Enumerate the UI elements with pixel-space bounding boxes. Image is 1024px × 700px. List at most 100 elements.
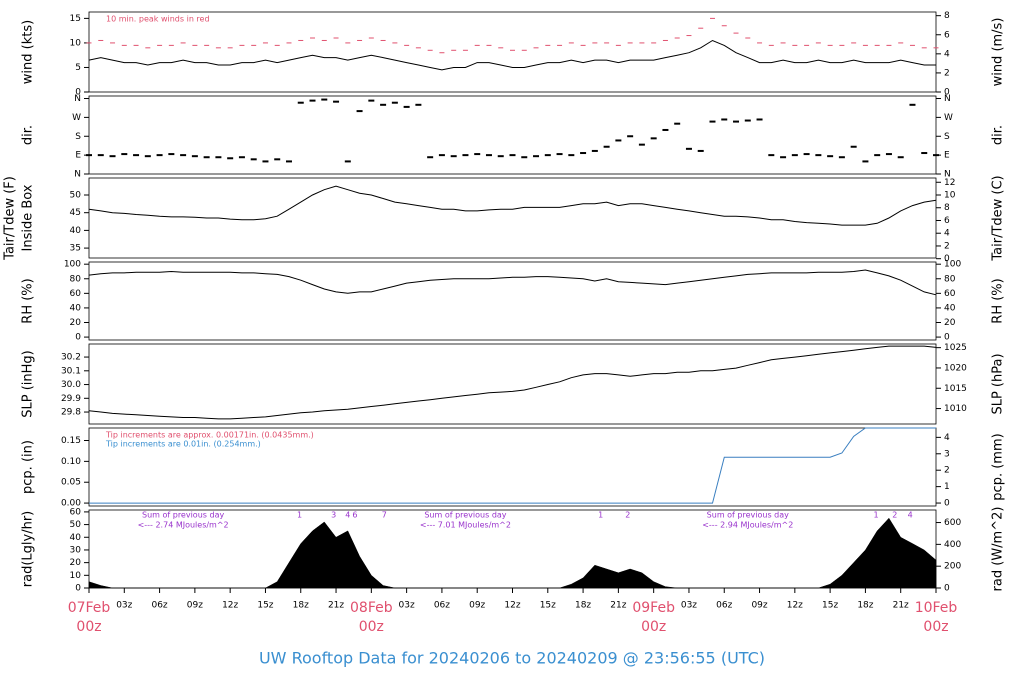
y2-tick-label: 2 xyxy=(944,466,950,476)
y-tick-label: 0.00 xyxy=(61,499,81,509)
y2-tick-label: N xyxy=(944,170,951,180)
hour-mark: 4 xyxy=(345,511,350,520)
annotation: Tip increments are 0.01in. (0.254mm.) xyxy=(105,440,261,449)
y2-axis-label: dir. xyxy=(991,125,1006,145)
y2-tick-label: 6 xyxy=(944,30,950,40)
y-tick-label: N xyxy=(74,170,81,180)
y-tick-label: 45 xyxy=(70,208,81,218)
y-tick-label: 29.9 xyxy=(61,394,81,404)
line-series xyxy=(88,185,937,226)
y-axis-label: pcp. (in) xyxy=(21,440,36,494)
y2-axis-label: wind (m/s) xyxy=(991,18,1006,87)
y2-axis-label: RH (%) xyxy=(991,278,1006,323)
y-tick-label: 30 xyxy=(70,545,82,555)
y-tick-label: S xyxy=(75,132,81,142)
date-label: 08Feb xyxy=(350,600,393,616)
x-tick-label: 06z xyxy=(151,601,167,611)
x-tick-label: 00z xyxy=(76,619,101,635)
x-tick-label: 21z xyxy=(893,601,909,611)
hour-mark: 2 xyxy=(892,511,897,520)
y-axis-label: rad(Lgly/hr) xyxy=(21,511,36,587)
y2-axis-label: SLP (hPa) xyxy=(991,353,1006,414)
y-tick-label: 0.05 xyxy=(61,478,81,488)
y-tick-label: 0 xyxy=(75,584,81,594)
x-tick-label: 18z xyxy=(293,601,309,611)
y2-tick-label: W xyxy=(944,113,953,123)
hour-mark: 4 xyxy=(908,511,913,520)
annotation: Tip increments are approx. 0.00171in. (0… xyxy=(105,431,314,440)
y-tick-label: 30.0 xyxy=(61,380,81,390)
y2-tick-label: S xyxy=(944,132,950,142)
y-tick-label: 35 xyxy=(70,244,81,254)
y-tick-label: 10 xyxy=(70,571,82,581)
y-tick-label: 0 xyxy=(75,88,81,98)
y-tick-label: 100 xyxy=(64,260,81,270)
annotation: 10 min. peak winds in red xyxy=(106,15,210,24)
y2-tick-label: 1 xyxy=(944,482,950,492)
y2-tick-label: 1010 xyxy=(944,404,967,414)
y-tick-label: 20 xyxy=(70,558,82,568)
y2-tick-label: 12 xyxy=(944,178,955,188)
x-tick-label: 03z xyxy=(116,601,132,611)
day-sum-label: Sum of previous day xyxy=(424,511,506,520)
y2-tick-label: 2 xyxy=(944,68,950,78)
y2-tick-label: 200 xyxy=(944,562,961,572)
x-tick-label: 06z xyxy=(434,601,450,611)
panel-frame xyxy=(88,427,937,507)
line-series xyxy=(88,345,937,420)
y-axis-label: Inside Box xyxy=(21,184,36,251)
hour-mark: 1 xyxy=(598,511,603,520)
panel-frame xyxy=(88,95,937,175)
y-tick-label: 0.15 xyxy=(61,436,81,446)
y2-tick-label: 100 xyxy=(944,260,961,270)
y2-tick-label: 600 xyxy=(944,518,961,528)
y2-tick-label: 40 xyxy=(944,303,956,313)
line-series xyxy=(88,269,937,296)
x-tick-label: 09z xyxy=(187,601,203,611)
day-sum-label: Sum of previous day xyxy=(707,511,789,520)
x-tick-label: 18z xyxy=(857,601,873,611)
x-tick-label: 21z xyxy=(328,601,344,611)
y-tick-label: 15 xyxy=(70,14,81,24)
y-tick-label: 60 xyxy=(70,507,82,517)
y2-tick-label: N xyxy=(944,94,951,104)
x-tick-label: 03z xyxy=(681,601,697,611)
y-tick-label: 30.1 xyxy=(61,366,81,376)
y2-tick-label: 2 xyxy=(944,241,950,251)
x-tick-label: 12z xyxy=(787,601,803,611)
panel-frame xyxy=(88,11,937,93)
y2-tick-label: 20 xyxy=(944,318,956,328)
hour-mark: 6 xyxy=(352,511,357,520)
x-tick-label: 15z xyxy=(822,601,838,611)
y-tick-label: 80 xyxy=(70,274,82,284)
y2-tick-label: 1015 xyxy=(944,384,967,394)
date-label: 09Feb xyxy=(632,600,675,616)
y2-axis-label: rad (W/m^2) xyxy=(991,507,1006,592)
y-axis-label: Tair/Tdew (F) xyxy=(3,176,18,261)
y-axis-label: wind (kts) xyxy=(21,20,36,84)
y2-tick-label: 80 xyxy=(944,274,956,284)
y-tick-label: 5 xyxy=(75,63,81,73)
x-tick-label: 12z xyxy=(222,601,238,611)
y-tick-label: 40 xyxy=(70,226,82,236)
y-tick-label: 10 xyxy=(70,38,82,48)
y-tick-label: 50 xyxy=(70,520,82,530)
y-axis-label: SLP (inHg) xyxy=(21,350,36,418)
y-axis-label: dir. xyxy=(21,125,36,145)
x-tick-label: 03z xyxy=(399,601,415,611)
hour-mark: 1 xyxy=(297,511,302,520)
y2-tick-label: 6 xyxy=(944,216,950,226)
date-label: 07Feb xyxy=(68,600,111,616)
panel-frame xyxy=(88,343,937,425)
y-tick-label: 50 xyxy=(70,190,82,200)
line-series xyxy=(89,427,936,504)
y-tick-label: 29.8 xyxy=(61,408,81,418)
hour-mark: 7 xyxy=(382,511,387,520)
y2-tick-label: 8 xyxy=(944,203,950,213)
y-tick-label: N xyxy=(74,94,81,104)
y-tick-label: 0 xyxy=(75,333,81,343)
x-tick-label: 09z xyxy=(469,601,485,611)
y2-axis-label: Tair/Tdew (C) xyxy=(991,175,1006,261)
y2-tick-label: 3 xyxy=(944,449,950,459)
y2-tick-label: 8 xyxy=(944,11,950,21)
